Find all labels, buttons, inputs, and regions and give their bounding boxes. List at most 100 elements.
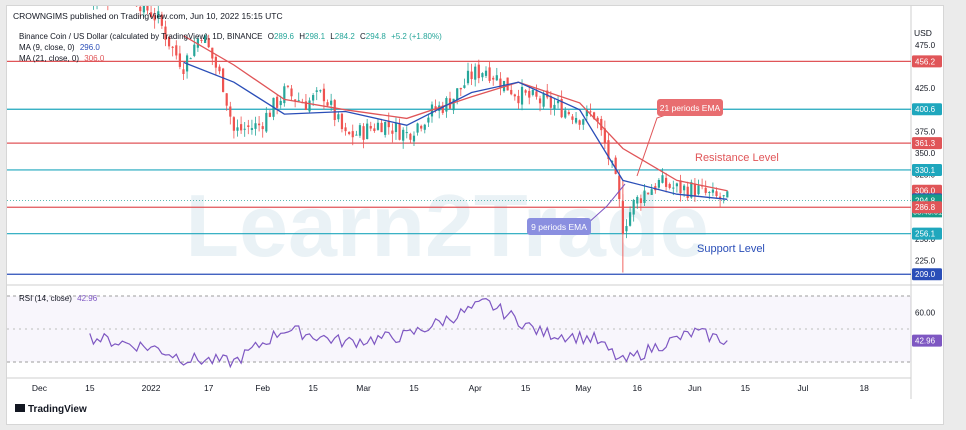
candle-body [481, 73, 484, 78]
candle-body [362, 126, 365, 140]
candle-body [592, 112, 596, 119]
candle-body [650, 189, 653, 195]
candle-body [646, 193, 650, 195]
tradingview-icon [15, 404, 25, 412]
candle-body [142, 6, 145, 13]
ema21-callout[interactable] [657, 99, 723, 116]
candle-body [690, 182, 693, 198]
ema9-callout[interactable] [527, 218, 591, 235]
rsi-value-text: 42.96 [915, 337, 936, 346]
candle-body [499, 78, 502, 88]
candle-body [265, 112, 268, 132]
candle-body [366, 123, 369, 140]
candle-body [337, 114, 340, 120]
price-label-box [912, 227, 942, 240]
candle-body [254, 123, 257, 129]
candle-body [276, 96, 279, 108]
time-axis-label: 16 [633, 383, 643, 393]
candle-body [697, 185, 700, 195]
candle-body [463, 85, 466, 88]
candle-body [639, 198, 642, 204]
candle-body [319, 90, 322, 92]
time-axis[interactable]: Dec 15 2022 17 Feb 15 Mar 15 Apr 15 May 16 Jun 15 Jul 1… [32, 383, 869, 393]
candle-body [308, 100, 311, 112]
candle-body [171, 46, 174, 48]
time-axis-label: Jul [798, 383, 809, 393]
watermark: Learn2Trade [185, 176, 708, 275]
candle-body [146, 6, 149, 11]
candle-body [661, 175, 664, 183]
candle-body [538, 98, 542, 104]
price-label-text: 361.3 [915, 139, 936, 148]
svg-text:MA (21, close, 0) 306.0: MA (21, close, 0) 306.0 [19, 54, 105, 63]
candle-body [564, 110, 567, 118]
candle-body [726, 191, 729, 198]
candle-body [420, 125, 423, 129]
horizontal-levels [7, 60, 911, 275]
symbol-line: Binance Coin / US Dollar (calculated by … [19, 32, 263, 41]
candle-body [704, 187, 707, 193]
tradingview-logo[interactable]: TradingView [15, 404, 87, 415]
candle-body [664, 177, 668, 187]
time-axis-label: 2022 [142, 383, 161, 393]
resistance-level-label: Resistance Level [695, 152, 779, 164]
candle-body [625, 226, 628, 232]
rsi-tick-label: 60.00 [915, 309, 936, 318]
candle-body [542, 93, 545, 107]
candle-body [279, 100, 282, 106]
candle-body [149, 12, 153, 18]
candle-body [682, 185, 686, 191]
candle-body [283, 86, 286, 104]
candle-body [232, 117, 236, 131]
ema9-callout-text: 9 periods EMA [531, 222, 587, 232]
candle-body [488, 67, 491, 81]
candle-body [182, 69, 185, 74]
candle-body [596, 117, 599, 122]
candle-body [229, 106, 232, 117]
candle-body [614, 157, 617, 174]
candle-body [607, 140, 610, 160]
candle-body [193, 44, 196, 56]
rsi-axis: 60.00 42.96 [912, 309, 942, 347]
candle-body [221, 68, 225, 92]
price-tick-label: 425.0 [915, 84, 936, 93]
candle-body [632, 200, 635, 215]
chart-frame: Learn2Trade 21 periods EMA 9 periods EMA… [6, 5, 944, 425]
price-label-box [912, 55, 942, 68]
ma21-legend-value: 306.0 [84, 54, 105, 63]
candle-body [513, 94, 516, 97]
candle-body [405, 132, 408, 134]
candle-body [398, 123, 401, 140]
candle-body [178, 53, 181, 67]
candle-body [693, 183, 697, 196]
candle-body [164, 26, 167, 40]
time-axis-label: 15 [409, 383, 419, 393]
candle-body [412, 135, 416, 142]
legend: Binance Coin / US Dollar (calculated by … [19, 32, 442, 303]
candle-body [582, 119, 585, 125]
time-axis-label: 17 [204, 383, 214, 393]
candle-body [628, 212, 632, 226]
candle-body [240, 124, 243, 131]
time-axis-label: 15 [85, 383, 95, 393]
price-label-box [912, 137, 942, 150]
time-axis-label: May [575, 383, 592, 393]
candle-body [294, 99, 297, 101]
tradingview-chart[interactable]: Learn2Trade 21 periods EMA 9 periods EMA… [7, 6, 943, 424]
candle-body [484, 70, 488, 76]
candle-body [160, 14, 163, 26]
price-label-box [912, 268, 942, 281]
candle-body [304, 101, 308, 110]
price-label-text: 400.6 [915, 105, 936, 114]
candle-body [520, 86, 524, 105]
candle-body [416, 123, 419, 133]
currency-label: USD [914, 28, 932, 38]
candle-body [636, 196, 639, 204]
price-label-text: 294.8 [915, 196, 936, 205]
candle-body [474, 66, 477, 80]
price-label-text: 456.2 [915, 57, 936, 66]
support-level-label: Support Level [697, 243, 765, 255]
candle-body [585, 108, 588, 117]
candle-body [236, 127, 239, 131]
candle-body [218, 66, 221, 72]
